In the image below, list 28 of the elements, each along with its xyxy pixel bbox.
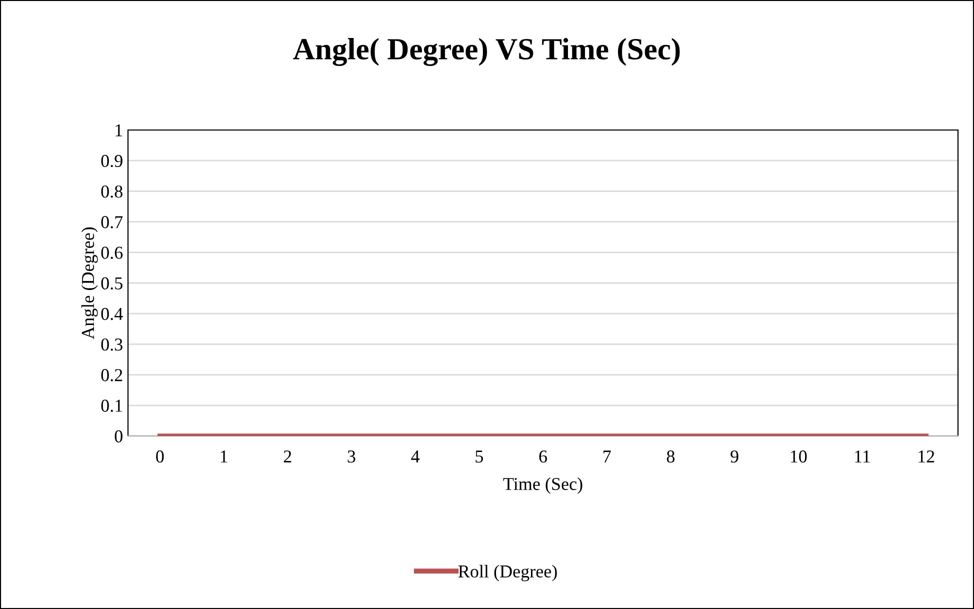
x-tick-label: 10: [790, 450, 807, 463]
x-tick-label: 8: [666, 450, 675, 463]
x-tick-label: 2: [284, 450, 292, 462]
y-tick-label: 0.1: [101, 400, 122, 412]
x-tick-label: 11: [855, 450, 870, 462]
chart-title: Angle( Degree) VS Time (Sec): [293, 38, 680, 66]
x-tick-label: 5: [476, 450, 483, 463]
y-tick-label: 0.6: [101, 246, 123, 259]
x-tick-label: 1: [220, 450, 228, 462]
y-tick-label: 0.3: [101, 338, 122, 351]
x-tick-label: 9: [730, 450, 738, 463]
x-tick-label: 4: [411, 450, 420, 462]
y-tick-label: 0.9: [101, 154, 122, 168]
x-axis-title: Time (Sec): [503, 477, 582, 494]
y-tick-label: 0.7: [101, 216, 123, 228]
x-tick-label: 7: [604, 450, 611, 462]
y-tick-label: 0: [114, 430, 122, 442]
x-tick-label: 6: [539, 450, 547, 463]
y-tick-label: 0.2: [101, 369, 122, 382]
y-tick-label: 0.8: [101, 185, 122, 198]
y-axis-title: Angle (Degree): [81, 227, 98, 340]
x-tick-label: 3: [348, 450, 356, 463]
y-tick-label: 0.4: [101, 308, 123, 320]
x-tick-label: 12: [918, 450, 934, 462]
x-tick-label: 0: [156, 450, 164, 463]
y-tick-label: 0.5: [101, 277, 122, 290]
legend-label: Roll (Degree): [458, 564, 557, 582]
y-tick-label: 1: [116, 124, 122, 136]
